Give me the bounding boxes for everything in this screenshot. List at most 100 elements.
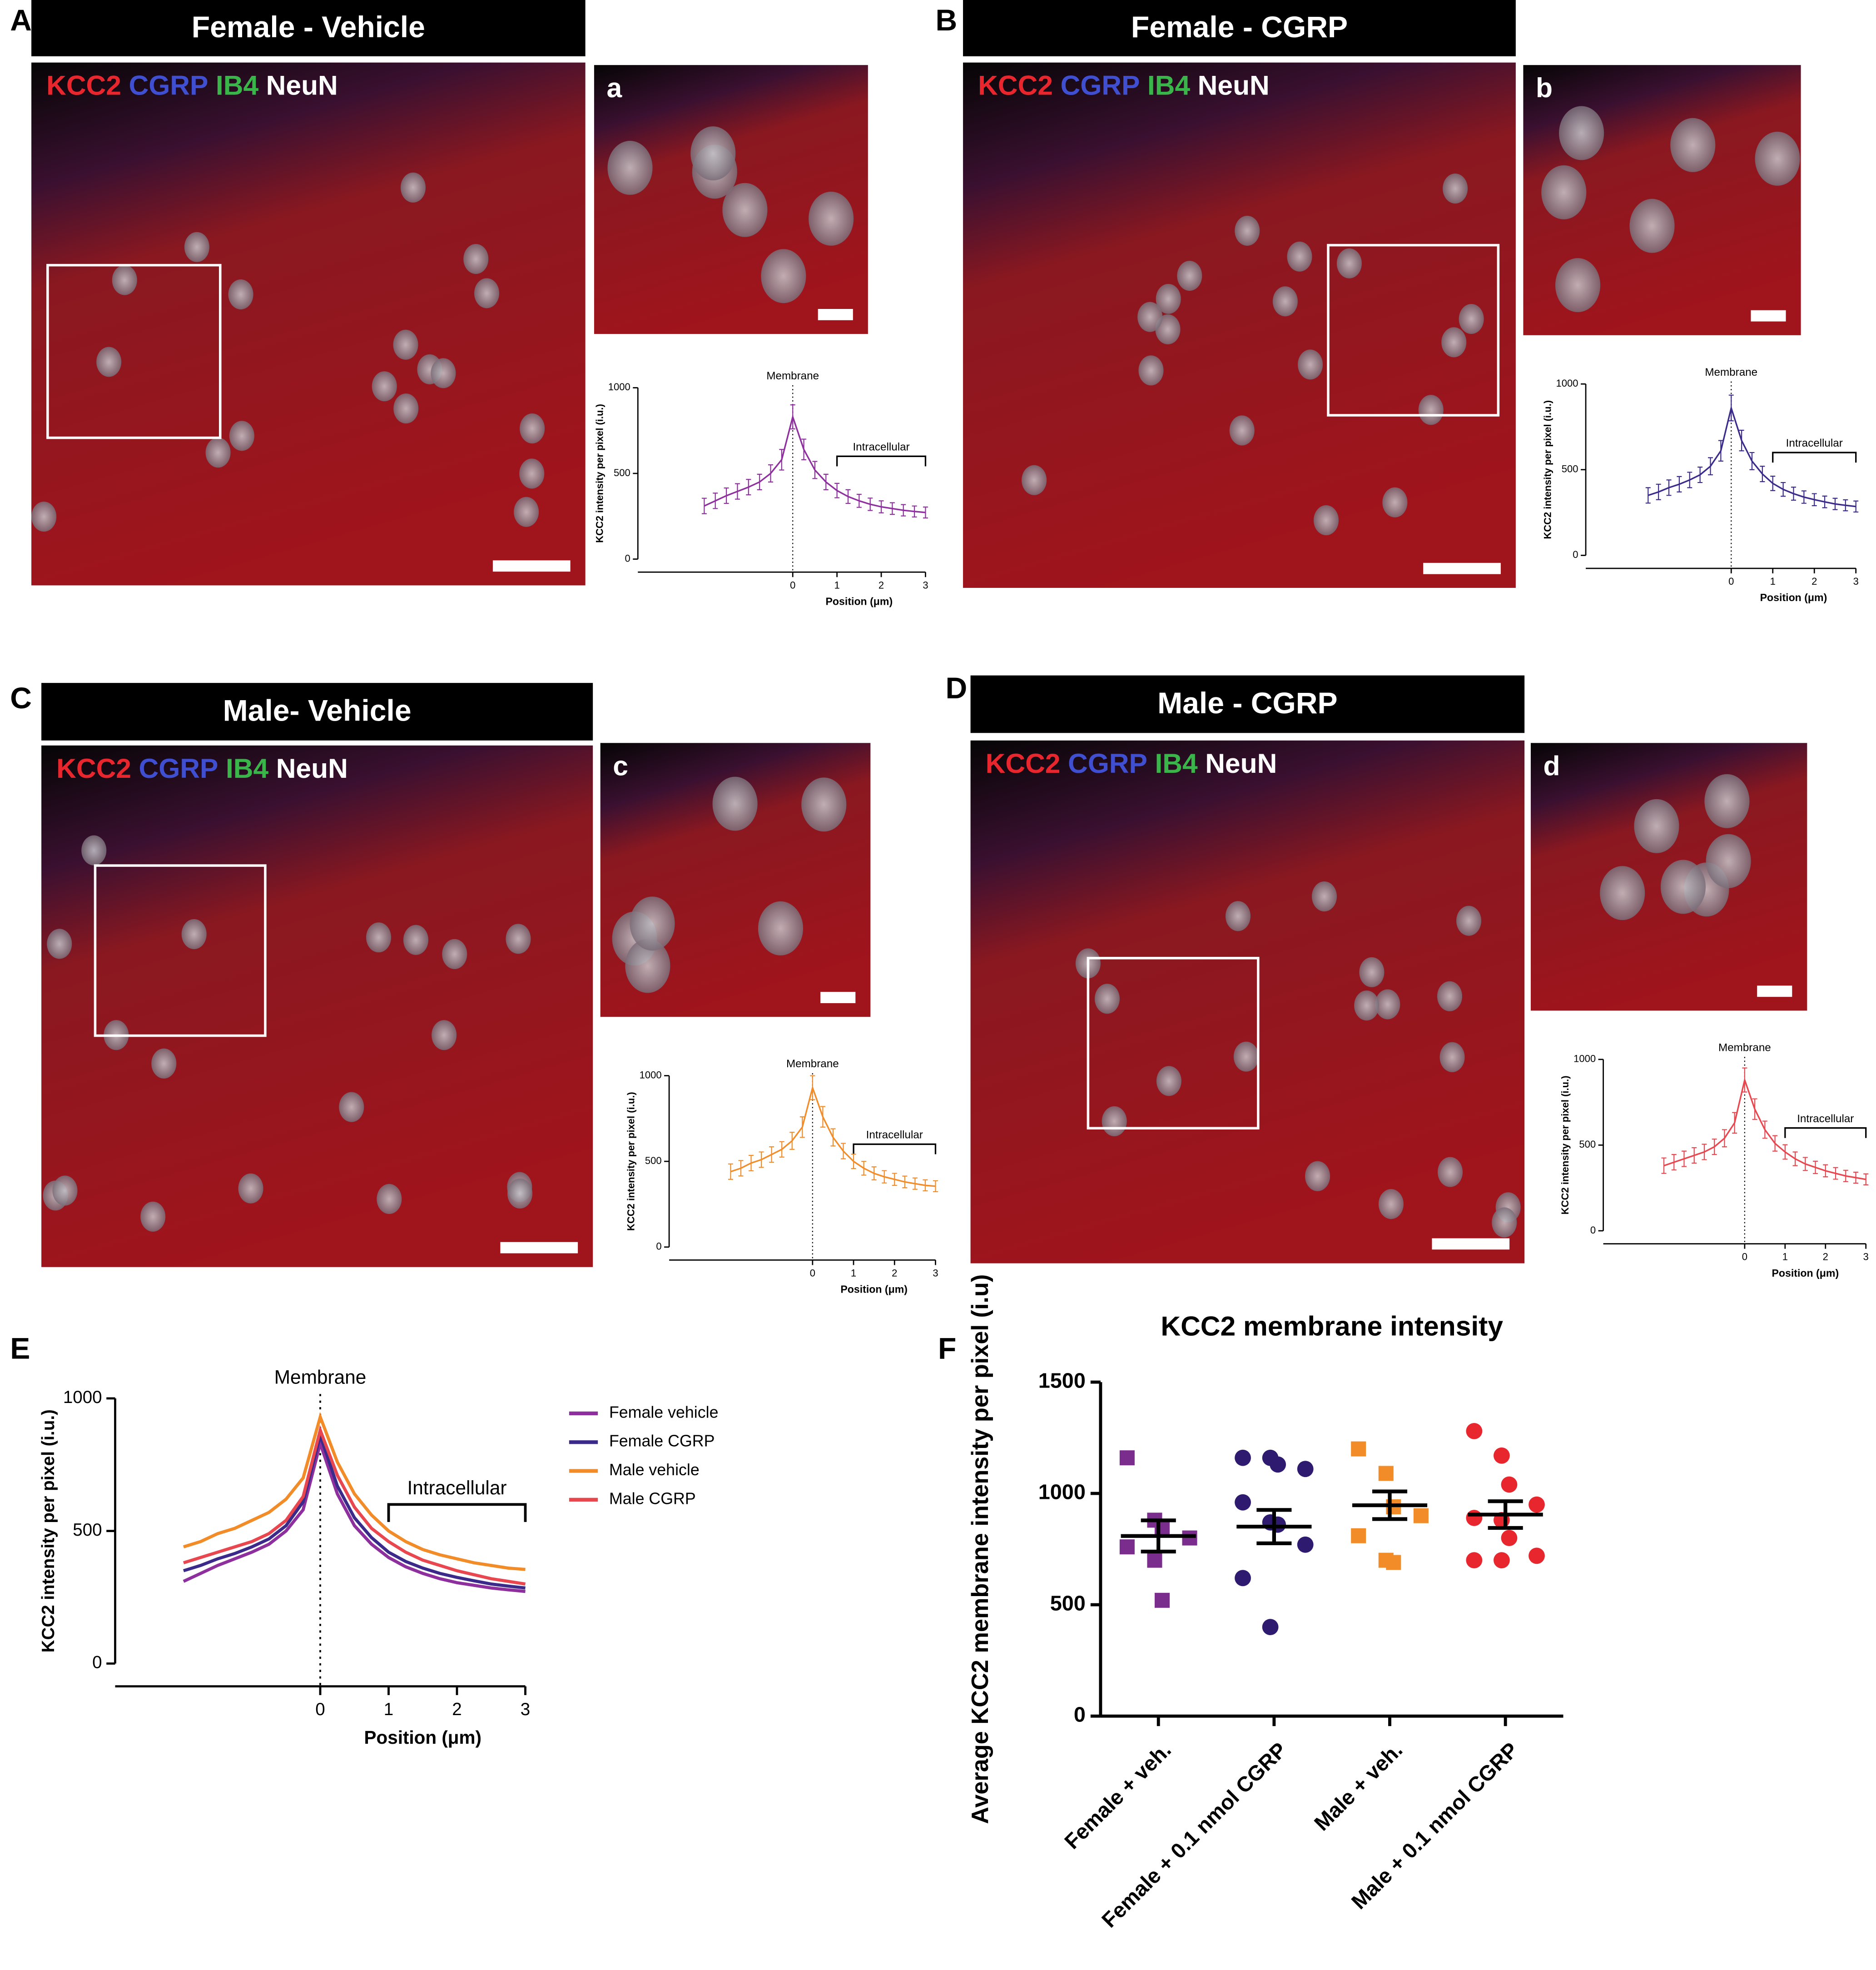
error-bar [1722,1129,1727,1148]
y-tick-label: 1000 [1556,378,1578,389]
error-bar [799,1116,805,1138]
stain-label: KCC2 [46,70,121,101]
error-bar [1813,1160,1818,1174]
neuron [1298,349,1323,380]
bracket [1784,1127,1867,1138]
error-bar [1770,475,1776,491]
stain-label: NeuN [1205,748,1277,779]
panel-title: Female - CGRP [1131,10,1348,44]
inset-label: b [1536,72,1553,103]
error-bar [823,473,829,490]
neuron [463,244,489,274]
neuron [1375,989,1400,1020]
error-bar [882,1170,887,1184]
error-bar [1843,499,1848,512]
error-bar [801,438,807,460]
error-bar [912,505,917,517]
x-tick-label: 2 [892,1267,897,1279]
neuron [205,438,231,468]
x-axis-title: Position (μm) [826,595,893,607]
neuron [1441,327,1467,358]
neuron [1137,302,1163,332]
annotation: Membrane [786,1058,839,1070]
panel-title: Female - Vehicle [192,10,425,44]
x-tick-label: Female + veh. [1060,1738,1176,1854]
data-point [1351,1441,1366,1457]
y-tick-label: 1000 [1573,1053,1596,1065]
annotation: Intracellular [866,1129,923,1141]
y-tick-label: 1000 [1038,1480,1086,1503]
x-axis-title: Position (μm) [1760,592,1827,603]
neuron [1439,1042,1465,1072]
y-axis-title: KCC2 intensity per pixel (i.u.) [1559,1075,1571,1214]
inset-label: c [613,750,628,781]
neuron [1022,465,1047,495]
neuron [400,172,426,203]
panel-label: B [935,4,957,37]
neuron [181,919,207,950]
annotation: Intracellular [853,441,909,453]
error-bar [1739,429,1744,452]
data-point [1297,1536,1314,1553]
neuron [442,939,467,969]
error-bar [1760,466,1765,483]
neuron [474,278,500,308]
error-bar [820,1106,825,1128]
error-bar [1256,1508,1292,1545]
error-bar [1666,479,1672,496]
neuron [1378,1189,1404,1219]
stain-label: IB4 [226,753,269,784]
neuron [1311,881,1337,912]
annotation: Intracellular [1786,437,1843,449]
error-bar [1372,1489,1408,1521]
data-point [1494,1447,1510,1464]
neuron [1443,173,1468,204]
x-axis-title: Position (μm) [1772,1267,1839,1279]
legend-label: Male CGRP [609,1489,696,1507]
error-bar [1728,394,1734,422]
neuron [1359,957,1385,987]
neuron [1629,199,1675,253]
neuron [507,1178,533,1209]
neuron [1670,118,1716,172]
data-point [1386,1555,1401,1570]
x-tick-label: 0 [315,1700,325,1719]
error-bar [724,487,729,504]
error-bar [1742,1067,1747,1093]
x-axis-title: Position (μm) [364,1727,481,1748]
annotation: Intracellular [407,1477,506,1498]
x-tick-label: 2 [878,579,884,591]
data-point [1297,1461,1314,1478]
stain-label: CGRP [1068,748,1147,779]
error-bar [1702,1144,1707,1160]
x-tick-label: 0 [810,1267,815,1279]
neuron [1559,106,1604,160]
neuron [31,502,57,532]
x-tick-label: 2 [452,1700,462,1719]
error-bar [845,489,851,504]
data-point [1270,1456,1286,1473]
neuron [1555,258,1601,313]
neuron [140,1201,166,1232]
inset-label: a [606,72,622,103]
neuron [393,393,419,424]
error-bar [1656,483,1661,500]
legend-label: Male vehicle [609,1461,700,1479]
neuron [1287,241,1312,272]
neuron [801,777,847,832]
data-point [1270,1516,1286,1533]
x-tick-label: 2 [1823,1251,1828,1263]
data-point [1119,1539,1135,1555]
error-bar [1661,1157,1667,1174]
stain-label: CGRP [1060,70,1140,101]
roi-box [46,264,222,439]
data-point [1494,1552,1510,1569]
data-point [1529,1547,1545,1564]
error-bar [1833,1167,1838,1180]
stain-label: KCC2 [986,748,1061,779]
y-tick-label: 500 [1050,1591,1086,1615]
x-tick-label: 3 [521,1700,530,1719]
neuron [761,249,806,303]
error-bar [1772,1135,1778,1152]
data-point [1466,1510,1483,1526]
